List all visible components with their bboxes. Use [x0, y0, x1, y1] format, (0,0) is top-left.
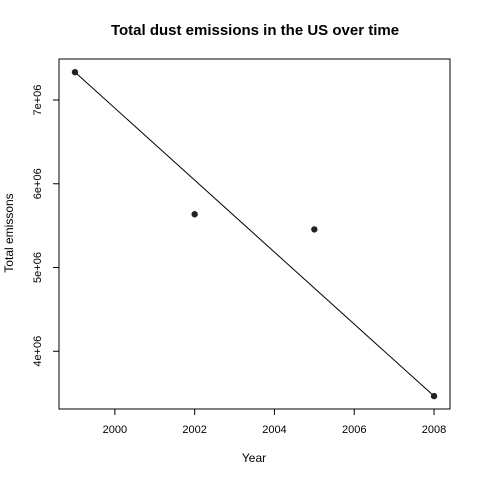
data-point	[72, 69, 78, 75]
y-tick-label: 7e+06	[32, 85, 44, 116]
data-point	[191, 211, 197, 217]
chart-title: Total dust emissions in the US over time	[111, 22, 399, 39]
y-axis-label: Total emissons	[2, 193, 16, 272]
x-tick-label: 2006	[342, 424, 366, 436]
data-point	[311, 226, 317, 232]
y-tick-label: 6e+06	[32, 168, 44, 199]
x-tick-label: 2000	[103, 424, 127, 436]
x-axis-label: Year	[242, 451, 266, 465]
y-tick-label: 5e+06	[32, 252, 44, 283]
y-axis: 4e+06 5e+06 6e+06 7e+06	[32, 85, 59, 367]
trend-line-layer	[75, 72, 434, 396]
x-tick-label: 2002	[182, 424, 206, 436]
x-axis: 2000 2002 2004 2006 2008	[103, 409, 447, 436]
x-tick-label: 2004	[262, 424, 286, 436]
trend-line	[75, 72, 434, 396]
data-point	[431, 393, 437, 399]
x-tick-label: 2008	[422, 424, 446, 436]
y-tick-label: 4e+06	[32, 336, 44, 367]
